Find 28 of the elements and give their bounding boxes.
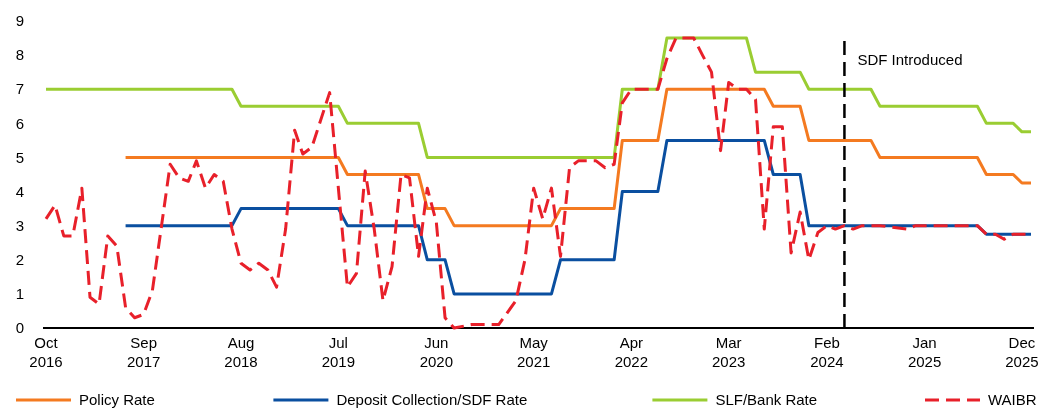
x-tick-label: Dec 2025 xyxy=(1005,334,1039,370)
legend-label: Deposit Collection/SDF Rate xyxy=(336,391,528,408)
y-tick-label: 1 xyxy=(15,285,24,303)
y-tick-label: 9 xyxy=(15,12,24,30)
x-tick-label: Sep 2017 xyxy=(126,334,161,370)
legend-label: Policy Rate xyxy=(79,391,155,408)
y-tick-label: 3 xyxy=(15,216,24,234)
y-tick-label: 5 xyxy=(15,148,24,166)
x-tick-label: Aug 2018 xyxy=(224,334,258,370)
line-series xyxy=(124,87,1033,228)
x-tick-label: Oct 2016 xyxy=(29,334,63,370)
y-tick-label: 6 xyxy=(15,114,24,132)
y-tick-label: 2 xyxy=(15,251,24,269)
x-tick-label: Feb 2024 xyxy=(810,334,844,370)
y-tick-label: 0 xyxy=(15,319,24,337)
x-tick-label: Jan 2025 xyxy=(907,334,942,370)
x-tick-label: May 2021 xyxy=(517,334,551,370)
ref-line-label: SDF Introduced xyxy=(857,51,963,68)
x-tick-label: Jul 2019 xyxy=(321,334,356,370)
x-tick-label: Mar 2023 xyxy=(712,334,746,370)
y-tick-label: 4 xyxy=(15,182,24,200)
x-tick-label: Apr 2022 xyxy=(614,334,649,370)
x-tick-label: Jun 2020 xyxy=(419,334,454,370)
y-tick-label: 7 xyxy=(15,80,24,98)
legend-label: SLF/Bank Rate xyxy=(715,391,818,408)
line-series xyxy=(44,36,1033,159)
y-tick-label: 8 xyxy=(15,46,24,64)
legend-label: WAIBR xyxy=(988,391,1037,408)
